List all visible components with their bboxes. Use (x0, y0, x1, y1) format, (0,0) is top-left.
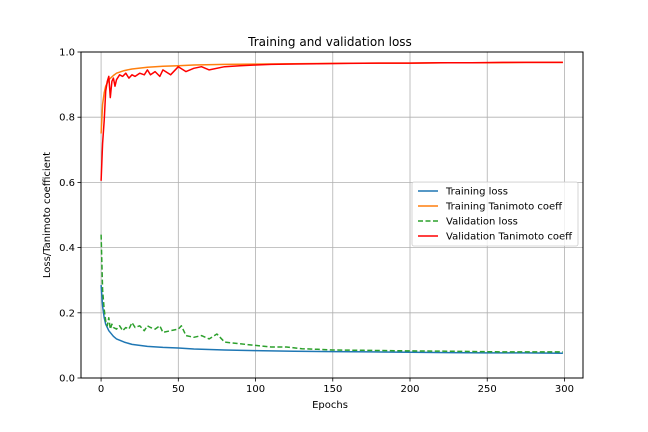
legend-box (411, 181, 579, 247)
legend-label-2: Training Tanimoto coeff (445, 202, 563, 213)
legend: Training loss Training Tanimoto coeff Vali… (411, 181, 579, 247)
series-line-1 (100, 285, 563, 354)
x-tick-label: 150 (323, 384, 342, 395)
y-tick-label: 1.0 (59, 48, 75, 59)
y-axis-label: Loss/Tanimoto coefficient (42, 152, 53, 278)
x-tick-label: 250 (478, 384, 497, 395)
series-line-4 (100, 61, 563, 181)
y-tick-label: 0.2 (59, 308, 75, 319)
x-tick-label: 300 (555, 384, 574, 395)
x-tick-label: 100 (246, 384, 265, 395)
chart-title: Training and validation loss (247, 35, 412, 49)
axes-frame (80, 51, 584, 379)
y-tick-label: 0.4 (59, 243, 75, 254)
x-axis-label: Epochs (312, 400, 348, 411)
legend-label-4: Validation Tanimoto coeff (446, 232, 573, 243)
x-tick-label: 200 (400, 384, 419, 395)
x-tick-label: 50 (172, 384, 185, 395)
series-line-3 (100, 234, 563, 353)
legend-label-1: Training loss (445, 187, 508, 198)
y-tick-label: 0.8 (59, 113, 75, 124)
y-tick-label: 0.6 (59, 178, 75, 189)
legend-label-3: Validation loss (446, 217, 518, 228)
x-tick-label: 0 (98, 384, 104, 395)
y-tick-label: 0.0 (59, 374, 75, 385)
